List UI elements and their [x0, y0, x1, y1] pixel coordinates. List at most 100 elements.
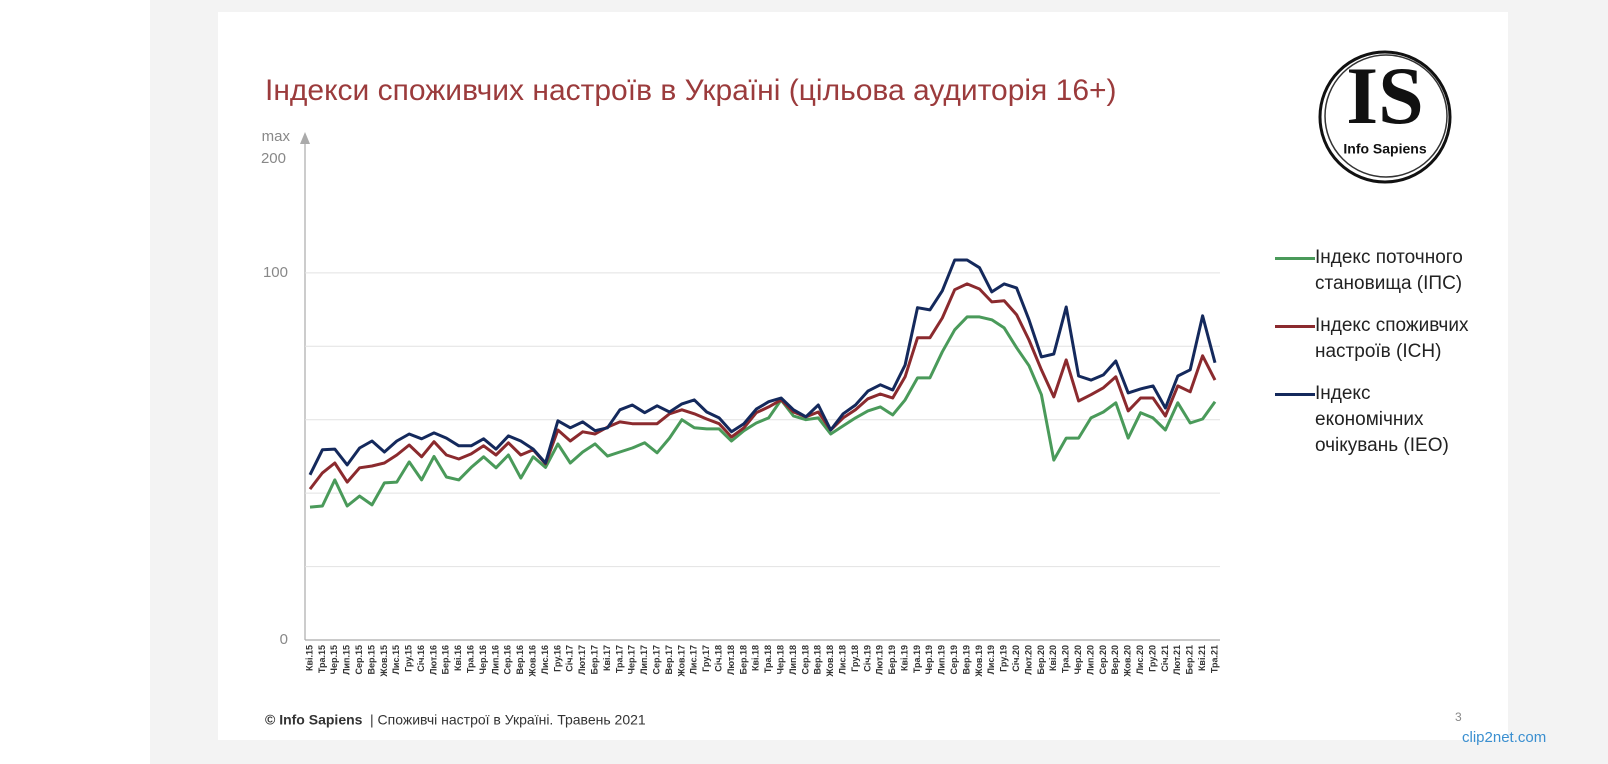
x-tick-label: Кві.16 — [453, 645, 463, 671]
x-tick-label: Вер.20 — [1110, 645, 1120, 675]
logo-ring — [1318, 50, 1452, 184]
x-tick-label: Вер.15 — [366, 645, 376, 675]
x-tick-label: Січ.20 — [1011, 645, 1021, 672]
x-tick-label: Гру.20 — [1147, 645, 1157, 672]
x-tick-label: Гру.17 — [701, 645, 711, 672]
x-tick-label: Лис.18 — [837, 645, 847, 674]
x-tick-label: Лип.17 — [639, 645, 649, 675]
legend-item: Індекс поточного становища (ІПС) — [1275, 245, 1475, 297]
x-tick-label: Гру.19 — [999, 645, 1009, 672]
x-tick-label: Тра.18 — [763, 645, 773, 673]
series-line — [308, 258, 1217, 476]
x-tick-label: Вер.17 — [664, 645, 674, 675]
x-tick-label: Жов.17 — [676, 645, 686, 678]
series-line — [308, 282, 1217, 491]
x-tick-label: Гру.15 — [404, 645, 414, 672]
x-tick-label: Січ.16 — [416, 645, 426, 672]
x-tick-label: Лис.19 — [986, 645, 996, 674]
x-tick-label: Жов.15 — [379, 645, 389, 678]
x-tick-label: Чер.17 — [627, 645, 637, 674]
legend-label: Індекс економічних очікувань (ІЕО) — [1315, 383, 1449, 456]
x-tick-label: Сер.17 — [651, 645, 661, 675]
x-tick-label: Лис.20 — [1135, 645, 1145, 674]
x-tick-label: Бер.21 — [1185, 645, 1195, 674]
x-tick-label: Чер.20 — [1073, 645, 1083, 674]
x-tick-label: Сер.20 — [1098, 645, 1108, 675]
watermark: clip2net.com — [1462, 729, 1546, 746]
x-tick-label: Жов.16 — [528, 645, 538, 678]
legend-label: Індекс поточного становища (ІПС) — [1315, 247, 1463, 294]
x-tick-label: Лют.17 — [577, 645, 587, 675]
legend-swatch — [1275, 393, 1315, 396]
x-tick-label: Лют.16 — [428, 645, 438, 675]
legend: Індекс поточного становища (ІПС) Індекс с… — [1275, 245, 1475, 475]
legend-label: Індекс споживчих настроїв (ІСН) — [1315, 315, 1469, 362]
x-tick-label: Кві.19 — [899, 645, 909, 671]
x-tick-label: Чер.18 — [775, 645, 785, 674]
x-tick-label: Чер.15 — [329, 645, 339, 674]
x-tick-label: Бер.16 — [441, 645, 451, 674]
y-axis-top-label: 200 — [261, 150, 286, 167]
x-tick-label: Тра.17 — [614, 645, 624, 673]
footer-text: | Споживчі настрої в Україні. Травень 20… — [370, 712, 646, 728]
x-tick-label: Лют.18 — [726, 645, 736, 675]
chart-title: Індекси споживчих настроїв в Україні (ці… — [265, 74, 1117, 107]
x-tick-label: Жов.19 — [974, 645, 984, 678]
y-tick-label: 100 — [263, 264, 288, 281]
x-tick-label: Тра.20 — [1061, 645, 1071, 673]
footer-source: © Info Sapiens — [265, 712, 363, 728]
x-tick-label: Тра.21 — [1209, 645, 1219, 673]
legend-item: Індекс споживчих настроїв (ІСН) — [1275, 313, 1475, 365]
x-tick-label: Січ.17 — [565, 645, 575, 672]
x-tick-label: Лип.18 — [788, 645, 798, 675]
x-tick-label: Тра.16 — [466, 645, 476, 673]
x-tick-label: Бер.20 — [1036, 645, 1046, 674]
x-tick-label: Вер.16 — [515, 645, 525, 675]
x-tick-label: Вер.18 — [813, 645, 823, 675]
logo-name: Info Sapiens — [1343, 141, 1426, 157]
x-tick-label: Лип.16 — [490, 645, 500, 675]
x-tick-label: Сер.18 — [800, 645, 810, 675]
logo-ring — [1324, 54, 1448, 178]
x-tick-label: Кві.18 — [751, 645, 761, 671]
x-tick-label: Лип.20 — [1085, 645, 1095, 675]
x-tick-label: Січ.21 — [1160, 645, 1170, 672]
x-tick-label: Бер.17 — [590, 645, 600, 674]
y-axis-arrow — [300, 132, 310, 144]
x-tick-label: Гру.18 — [850, 645, 860, 672]
x-tick-label: Січ.18 — [713, 645, 723, 672]
x-tick-label: Січ.19 — [862, 645, 872, 672]
x-tick-label: Жов.18 — [825, 645, 835, 678]
legend-item: Індекс економічних очікувань (ІЕО) — [1275, 381, 1475, 459]
x-tick-label: Кві.15 — [304, 645, 314, 671]
x-tick-label: Вер.19 — [961, 645, 971, 675]
x-tick-label: Лют.20 — [1023, 645, 1033, 675]
x-tick-label: Сер.16 — [503, 645, 513, 675]
x-tick-label: Лис.17 — [689, 645, 699, 674]
x-tick-label: Кві.21 — [1197, 645, 1207, 671]
x-tick-label: Жов.20 — [1123, 645, 1133, 678]
x-tick-label: Кві.17 — [602, 645, 612, 671]
page-number: 3 — [1455, 710, 1462, 724]
slide-page — [218, 12, 1508, 740]
x-tick-label: Лют.19 — [875, 645, 885, 675]
x-tick-label: Бер.18 — [738, 645, 748, 674]
x-tick-label: Лис.15 — [391, 645, 401, 674]
logo-mark: IS — [1346, 50, 1424, 141]
x-tick-label: Чер.19 — [924, 645, 934, 674]
x-tick-label: Кві.20 — [1048, 645, 1058, 671]
y-axis-top-label: max — [262, 128, 291, 145]
x-tick-label: Тра.15 — [317, 645, 327, 673]
x-tick-label: Лип.15 — [342, 645, 352, 675]
x-tick-label: Тра.19 — [912, 645, 922, 673]
x-tick-label: Сер.15 — [354, 645, 364, 675]
legend-swatch — [1275, 257, 1315, 260]
x-tick-label: Лют.21 — [1172, 645, 1182, 675]
x-tick-label: Гру.16 — [552, 645, 562, 672]
series-line — [309, 315, 1217, 509]
x-tick-label: Лип.19 — [937, 645, 947, 675]
x-tick-label: Лис.16 — [540, 645, 550, 674]
y-tick-label: 0 — [280, 631, 288, 648]
